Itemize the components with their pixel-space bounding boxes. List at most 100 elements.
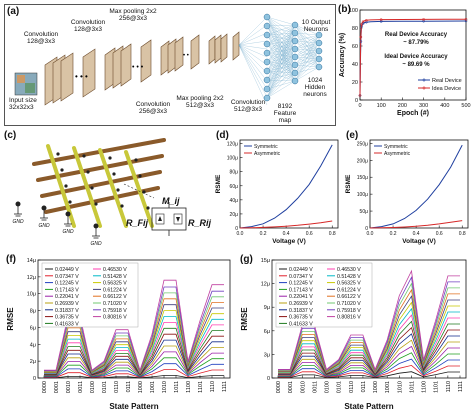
legend-label: 0.12245 V — [55, 281, 79, 287]
chart-f: 0 2μ 4μ 6μ 8μ 10μ 12μ 14μ 0000 0001 0010 0011 0100 01… — [6, 258, 231, 411]
gnd-label: GND — [90, 241, 102, 247]
series-line — [239, 144, 333, 229]
y-tick-label: 3μ — [264, 352, 270, 358]
conv-stack-4 — [208, 31, 240, 65]
legend-label: 0.46530 V — [337, 267, 361, 273]
series-line — [278, 295, 460, 373]
memristor-node — [82, 154, 86, 158]
legend-label: 0.46530 V — [103, 267, 127, 273]
panel-g: (g) 0 3μ 6μ 9μ 12μ 15μ 0000 0001 0010 0011 0100 010… — [238, 252, 472, 412]
y-tick-label: 250μ — [357, 141, 368, 147]
legend-label: 0.66122 V — [103, 294, 127, 300]
data-point — [359, 35, 363, 39]
x-tick-label: 1001 — [150, 381, 156, 393]
x-tick-label: 100 — [377, 103, 386, 109]
y-tick-label: 80 — [352, 26, 358, 32]
y-tick-label: 40 — [352, 62, 358, 68]
series-line — [278, 326, 460, 375]
y-axis-label: RSME — [345, 174, 352, 193]
plot-frame — [369, 139, 469, 229]
series-line — [44, 322, 224, 375]
series-line — [278, 320, 460, 375]
y-tick-label: 0 — [235, 226, 238, 232]
memristor-node — [116, 188, 120, 192]
label-input: Input size 32x32x3 — [9, 97, 37, 111]
source-icon — [65, 211, 71, 217]
panel-c: (c) GND GND GND GND M_ij R_Fij R_Rij — [4, 130, 212, 250]
series-line — [44, 363, 224, 378]
panel-f: (f) 0 2μ 4μ 6μ 8μ 10μ 12μ 14μ 0000 0001 0010 0011 01… — [4, 252, 236, 412]
y-tick-label: 6μ — [30, 325, 36, 331]
x-tick-label: 1110 — [446, 381, 452, 392]
x-tick-label: 500 — [461, 103, 470, 109]
neuron — [315, 39, 323, 47]
x-axis-label: Voltage (V) — [402, 238, 435, 245]
y-axis-label: RMSE — [240, 307, 249, 331]
y-tick-label: 20 — [352, 80, 358, 86]
panel-d: (d) 0.0 0.2 0.4 0.6 0.8 0 20μ 40μ 60μ 80μ 100μ 120μ… — [212, 130, 342, 250]
x-tick-label: 1011 — [409, 381, 415, 393]
x-tick-label: 0110 — [114, 381, 120, 393]
x-tick-label: 0000 — [276, 381, 282, 393]
x-tick-label: 400 — [440, 103, 449, 109]
y-axis-label: RMSE — [6, 307, 15, 331]
series-line — [44, 310, 224, 374]
neuron — [291, 61, 299, 69]
x-tick-label: 0111 — [126, 381, 132, 392]
legend-label: 0.02449 V — [55, 267, 79, 273]
neuron — [291, 69, 299, 77]
x-tick-label: 0011 — [78, 381, 84, 393]
panel-d-label: (d) — [216, 130, 229, 141]
legend-label: 0.07347 V — [55, 274, 79, 280]
y-tick-label: 100μ — [357, 192, 368, 198]
data-point — [379, 18, 383, 21]
series-line — [44, 345, 224, 376]
source-icon — [41, 205, 47, 211]
legend-label: Asymmetric — [384, 151, 411, 157]
label-pool1: Max pooling 2x2 256@3x3 — [109, 8, 157, 22]
neuron — [263, 40, 271, 48]
chart-d: 0.0 0.2 0.4 0.6 0.8 0 20μ 40μ 60μ 80μ 100μ 120μ Volt… — [215, 139, 339, 245]
data-point — [422, 18, 425, 21]
y-tick-label: 4μ — [30, 342, 36, 348]
crossbar-column — [98, 148, 128, 228]
rf-label: R_Fij — [126, 218, 149, 228]
x-tick-label: 200 — [398, 103, 407, 109]
legend-label: 0.17143 V — [55, 287, 79, 293]
legend-label: 0.41633 V — [55, 321, 79, 327]
y-tick-label: 100 — [349, 8, 358, 14]
y-tick-label: 200μ — [357, 158, 368, 164]
panel-c-label: (c) — [4, 130, 17, 141]
series-line — [278, 288, 460, 372]
x-tick-label: 1000 — [138, 381, 144, 393]
legend-label: Asymmetric — [254, 151, 281, 157]
x-tick-label: 1011 — [174, 381, 180, 393]
annotation-real-value: ~ 87.79% — [403, 40, 429, 46]
memristor-node — [108, 156, 112, 160]
x-tick-label: 0101 — [337, 381, 343, 393]
legend-label: 0.56325 V — [337, 281, 361, 287]
crossbar-column — [124, 150, 154, 228]
neuron — [315, 47, 323, 55]
x-tick-label: 0.6 — [436, 231, 443, 237]
data-point — [360, 23, 364, 26]
neuron — [291, 77, 299, 85]
rr-label: R_Rij — [188, 218, 212, 228]
svg-text:• • •: • • • — [75, 72, 88, 81]
series-line — [278, 282, 460, 372]
x-tick-label: 1100 — [186, 381, 192, 393]
label-conv3: Convolution 256@3x3 — [135, 101, 171, 115]
x-tick-label: 0011 — [312, 381, 318, 393]
neuron — [263, 31, 271, 39]
y-tick-label: 9μ — [264, 305, 270, 311]
y-tick-label: 2μ — [30, 359, 36, 365]
memristor-reverse-icon — [173, 213, 183, 225]
series-line — [278, 333, 460, 376]
conv-stack-2 — [104, 39, 152, 91]
y-tick-label: 0 — [365, 226, 368, 232]
neuron — [263, 58, 271, 66]
legend-label: 0.02449 V — [289, 267, 313, 273]
legend-label: 0.07347 V — [289, 274, 313, 280]
y-tick-label: 0 — [33, 376, 36, 382]
neuron — [263, 13, 271, 21]
